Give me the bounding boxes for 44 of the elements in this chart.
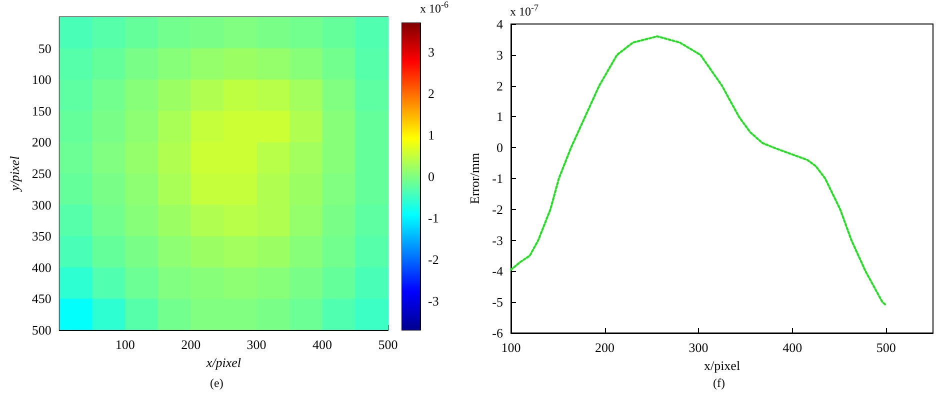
color-bar-label: 3 [428, 44, 434, 60]
y-tick-label: -6 [492, 326, 504, 340]
y-tick-label: -3 [492, 232, 503, 248]
color-bar-label: -2 [428, 252, 439, 267]
line-series [510, 35, 888, 306]
x-tick-label: 500 [378, 337, 398, 352]
y-tick-label: 400 [32, 260, 52, 275]
x-tick-label: 300 [688, 340, 708, 355]
y-tick-label: 200 [32, 134, 52, 150]
y-tick-label: 350 [32, 228, 52, 244]
x-tick-label: 500 [876, 340, 896, 355]
y-tick-label: -4 [492, 264, 504, 279]
y-tick-label: 0 [496, 140, 503, 156]
y-axis-title: y/pixel [7, 156, 22, 193]
y-tick-label: -1 [492, 171, 503, 186]
y-tick-label: 500 [32, 322, 52, 338]
y-axis-title: Error/mm [467, 152, 482, 204]
y-tick-label: 1 [496, 109, 503, 124]
y-tick-label: 100 [32, 72, 52, 88]
y-tick-label: 4 [496, 16, 504, 32]
text: (e) [210, 376, 224, 390]
y-tick-label: -2 [492, 202, 503, 217]
color-bar-label: -1 [428, 210, 439, 226]
color-bar-label: -3 [428, 293, 439, 308]
x-tick-label: 300 [246, 337, 266, 352]
x-axis-title: x/pixel [704, 358, 740, 373]
x-axis-title: x/pixel [205, 354, 242, 370]
y-tick-label: 3 [496, 47, 503, 62]
y-tick-label: 2 [496, 78, 503, 94]
y-tick-label: 150 [32, 103, 52, 118]
y-tick-label: 250 [32, 166, 52, 181]
y-tick-label: 450 [32, 291, 52, 306]
y-tick-label: 50 [38, 40, 52, 56]
text: (f) [713, 376, 725, 390]
x-tick-label: 400 [782, 340, 802, 355]
x-tick-label: 100 [115, 337, 135, 352]
x-tick-label: 200 [181, 337, 201, 352]
x-tick-label: 400 [312, 337, 332, 352]
y-tick-label: 300 [32, 197, 52, 212]
x-tick-label: 200 [595, 340, 615, 355]
color-bar-label: 0 [428, 169, 434, 184]
color-bar-label: 2 [428, 86, 434, 102]
color-bar-label: 1 [428, 128, 434, 143]
y-tick-label: -5 [492, 294, 503, 310]
